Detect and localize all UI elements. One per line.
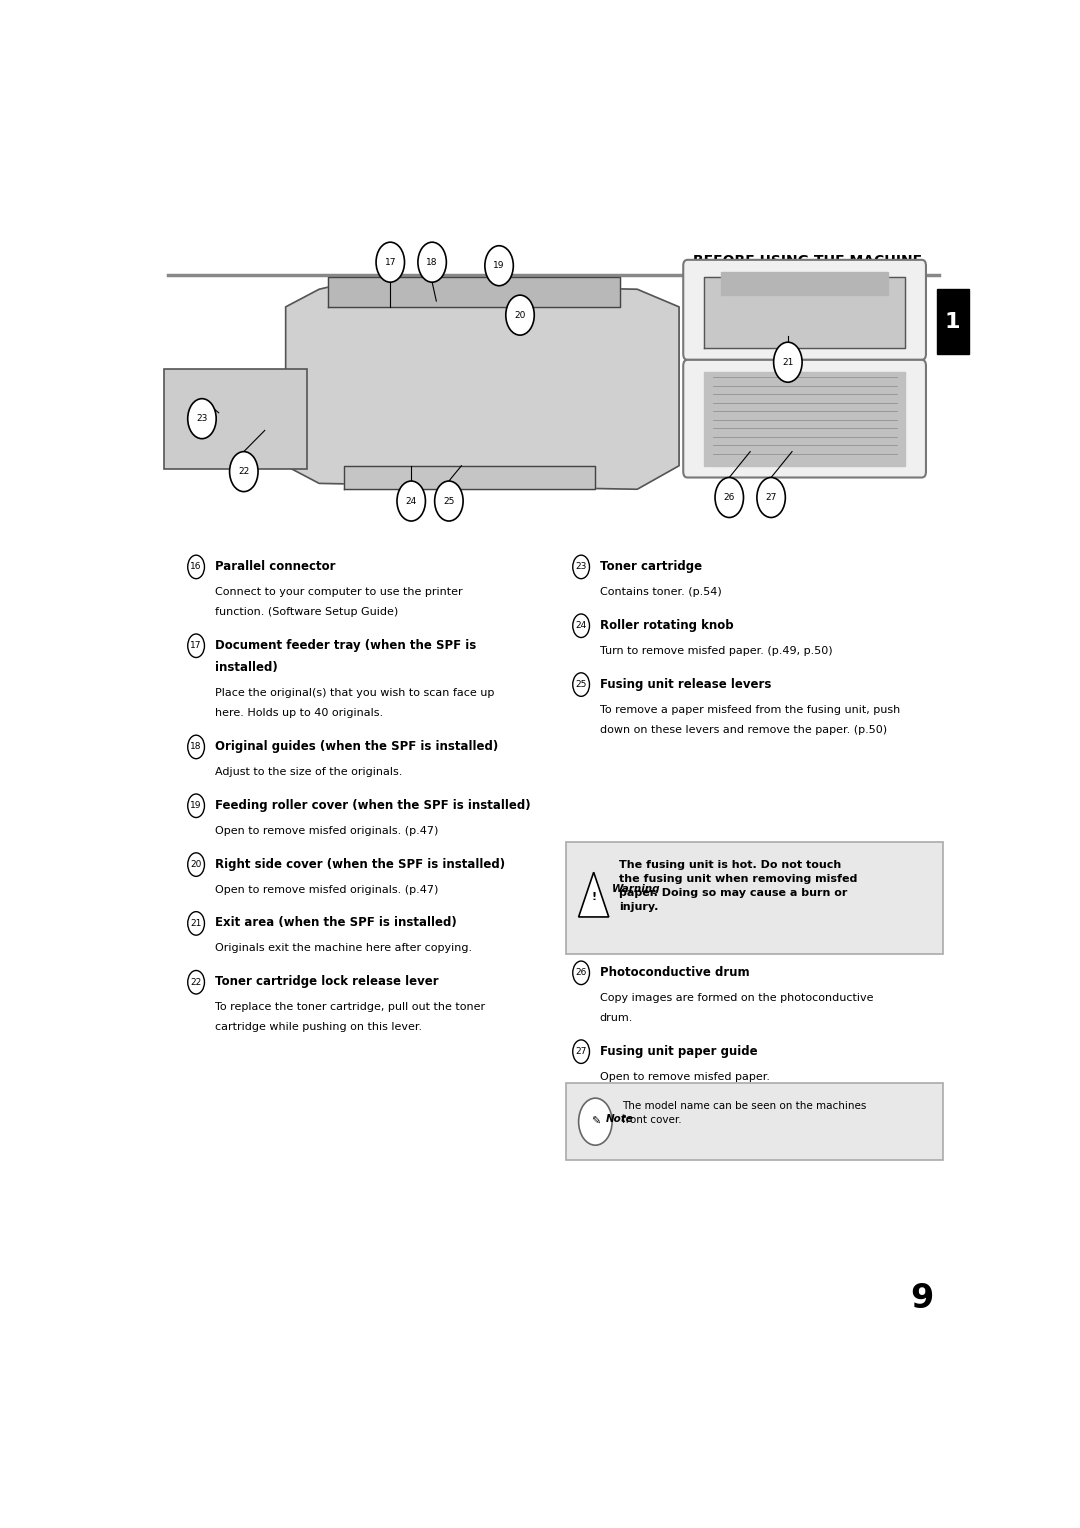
Circle shape [572,614,590,637]
Text: Copy images are formed on the photoconductive: Copy images are formed on the photocondu… [599,993,873,1002]
Text: 20: 20 [190,860,202,869]
Circle shape [418,241,446,283]
Circle shape [188,634,204,657]
Text: 16: 16 [190,562,202,571]
Text: 18: 18 [190,743,202,752]
Text: 27: 27 [766,494,777,503]
Polygon shape [704,278,905,348]
Text: 23: 23 [197,414,207,423]
Text: Warning: Warning [612,883,661,894]
Circle shape [757,477,785,518]
Text: Connect to your computer to use the printer: Connect to your computer to use the prin… [215,587,462,597]
Polygon shape [579,872,609,917]
Text: Original guides (when the SPF is installed): Original guides (when the SPF is install… [215,740,498,753]
Circle shape [434,481,463,521]
Circle shape [188,970,204,995]
Text: Photoconductive drum: Photoconductive drum [599,966,750,979]
Polygon shape [345,466,595,489]
Text: Place the original(s) that you wish to scan face up: Place the original(s) that you wish to s… [215,688,494,698]
Text: Fusing unit release levers: Fusing unit release levers [599,677,771,691]
Text: 24: 24 [406,497,417,506]
Text: Open to remove misfed originals. (p.47): Open to remove misfed originals. (p.47) [215,825,437,836]
Polygon shape [327,278,620,307]
Polygon shape [285,283,679,489]
Text: 1: 1 [945,312,960,332]
Text: cartridge while pushing on this lever.: cartridge while pushing on this lever. [215,1022,421,1033]
Text: 25: 25 [443,497,455,506]
Text: To replace the toner cartridge, pull out the toner: To replace the toner cartridge, pull out… [215,1002,485,1012]
Text: 26: 26 [724,494,735,503]
Text: Open to remove misfed paper.: Open to remove misfed paper. [599,1071,770,1082]
Circle shape [188,853,204,877]
Text: Exit area (when the SPF is installed): Exit area (when the SPF is installed) [215,917,456,929]
Circle shape [773,342,802,382]
Text: 19: 19 [494,261,504,270]
Text: Originals exit the machine here after copying.: Originals exit the machine here after co… [215,943,472,953]
Text: 26: 26 [576,969,586,978]
Circle shape [572,672,590,697]
Text: ✎: ✎ [591,1117,600,1126]
Circle shape [485,246,513,286]
Text: Parallel connector: Parallel connector [215,559,335,573]
FancyBboxPatch shape [566,1083,943,1160]
Circle shape [572,961,590,984]
Circle shape [188,555,204,579]
FancyBboxPatch shape [566,842,943,953]
Circle shape [579,1099,612,1144]
Text: Right side cover (when the SPF is installed): Right side cover (when the SPF is instal… [215,857,504,871]
Text: Adjust to the size of the originals.: Adjust to the size of the originals. [215,767,402,776]
Text: Note: Note [606,1114,633,1125]
FancyBboxPatch shape [684,260,926,359]
Circle shape [188,399,216,439]
Text: installed): installed) [215,662,278,674]
Text: 22: 22 [239,468,249,477]
Text: Turn to remove misfed paper. (p.49, p.50): Turn to remove misfed paper. (p.49, p.50… [599,646,833,656]
Circle shape [572,1041,590,1063]
Text: Contains toner. (p.54): Contains toner. (p.54) [599,587,721,597]
Text: 27: 27 [576,1047,586,1056]
Text: The model name can be seen on the machines
front cover.: The model name can be seen on the machin… [622,1102,866,1125]
Text: !: ! [591,892,596,902]
Text: 9: 9 [910,1282,933,1316]
Text: 20: 20 [514,310,526,319]
Text: 21: 21 [190,918,202,927]
Circle shape [188,735,204,759]
Polygon shape [704,371,905,466]
Text: To remove a paper misfeed from the fusing unit, push: To remove a paper misfeed from the fusin… [599,704,900,715]
Text: Document feeder tray (when the SPF is: Document feeder tray (when the SPF is [215,639,476,651]
Text: Roller rotating knob: Roller rotating knob [599,619,733,631]
Text: 25: 25 [576,680,586,689]
Circle shape [230,452,258,492]
Text: BEFORE USING THE MACHINE: BEFORE USING THE MACHINE [692,254,922,267]
Circle shape [505,295,535,335]
Text: drum.: drum. [599,1013,633,1022]
Circle shape [397,481,426,521]
FancyBboxPatch shape [684,359,926,477]
Circle shape [376,241,405,283]
Text: here. Holds up to 40 originals.: here. Holds up to 40 originals. [215,707,382,718]
Text: 22: 22 [190,978,202,987]
Circle shape [188,912,204,935]
Text: The fusing unit is hot. Do not touch
the fusing unit when removing misfed
paper.: The fusing unit is hot. Do not touch the… [619,860,858,912]
Text: Toner cartridge lock release lever: Toner cartridge lock release lever [215,975,438,989]
Text: Fusing unit paper guide: Fusing unit paper guide [599,1045,757,1057]
Text: down on these levers and remove the paper. (p.50): down on these levers and remove the pape… [599,724,887,735]
Text: 19: 19 [190,801,202,810]
Circle shape [572,555,590,579]
Circle shape [715,477,743,518]
Text: function. (Software Setup Guide): function. (Software Setup Guide) [215,607,397,617]
Text: Feeding roller cover (when the SPF is installed): Feeding roller cover (when the SPF is in… [215,799,530,811]
Text: 18: 18 [427,258,437,267]
Text: 23: 23 [576,562,586,571]
FancyBboxPatch shape [164,370,307,469]
Polygon shape [721,272,889,295]
FancyBboxPatch shape [936,289,969,354]
Circle shape [188,795,204,817]
Text: Toner cartridge: Toner cartridge [599,559,702,573]
Text: 17: 17 [190,642,202,651]
Text: Open to remove misfed originals. (p.47): Open to remove misfed originals. (p.47) [215,885,437,894]
Text: 17: 17 [384,258,396,267]
Text: 24: 24 [576,622,586,630]
Text: 21: 21 [782,358,794,367]
